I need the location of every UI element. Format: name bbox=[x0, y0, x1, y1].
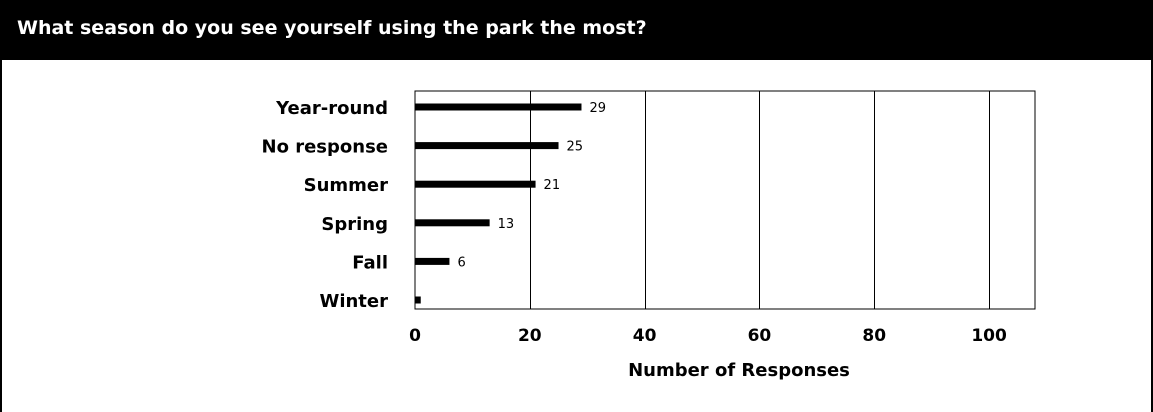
bar bbox=[415, 103, 582, 111]
x-tick-label: 20 bbox=[518, 326, 542, 346]
x-tick-label: 0 bbox=[409, 326, 421, 346]
bar bbox=[415, 219, 490, 227]
data-label: 25 bbox=[567, 140, 584, 155]
question-header: What season do you see yourself using th… bbox=[2, 0, 1153, 60]
data-label: 6 bbox=[457, 255, 465, 270]
data-label: 13 bbox=[498, 217, 515, 232]
bar bbox=[415, 296, 421, 304]
x-tick-label: 100 bbox=[971, 326, 1007, 346]
x-tick-label: 40 bbox=[633, 326, 657, 346]
category-label: Fall bbox=[352, 252, 388, 273]
x-tick-label: 80 bbox=[862, 326, 886, 346]
bar bbox=[415, 180, 536, 188]
x-axis-label: Number of Responses bbox=[628, 360, 850, 381]
data-label: 21 bbox=[544, 178, 561, 193]
category-label: Year-round bbox=[275, 98, 388, 119]
category-label: Spring bbox=[321, 214, 388, 235]
bar bbox=[415, 142, 559, 150]
plot-frame bbox=[414, 90, 1036, 310]
question-title: What season do you see yourself using th… bbox=[17, 17, 647, 39]
x-tick-label: 60 bbox=[748, 326, 772, 346]
category-label: Winter bbox=[319, 291, 388, 312]
data-label: 29 bbox=[589, 101, 606, 116]
category-label: Summer bbox=[304, 175, 388, 196]
category-label: No response bbox=[262, 137, 388, 158]
bar bbox=[415, 257, 450, 265]
